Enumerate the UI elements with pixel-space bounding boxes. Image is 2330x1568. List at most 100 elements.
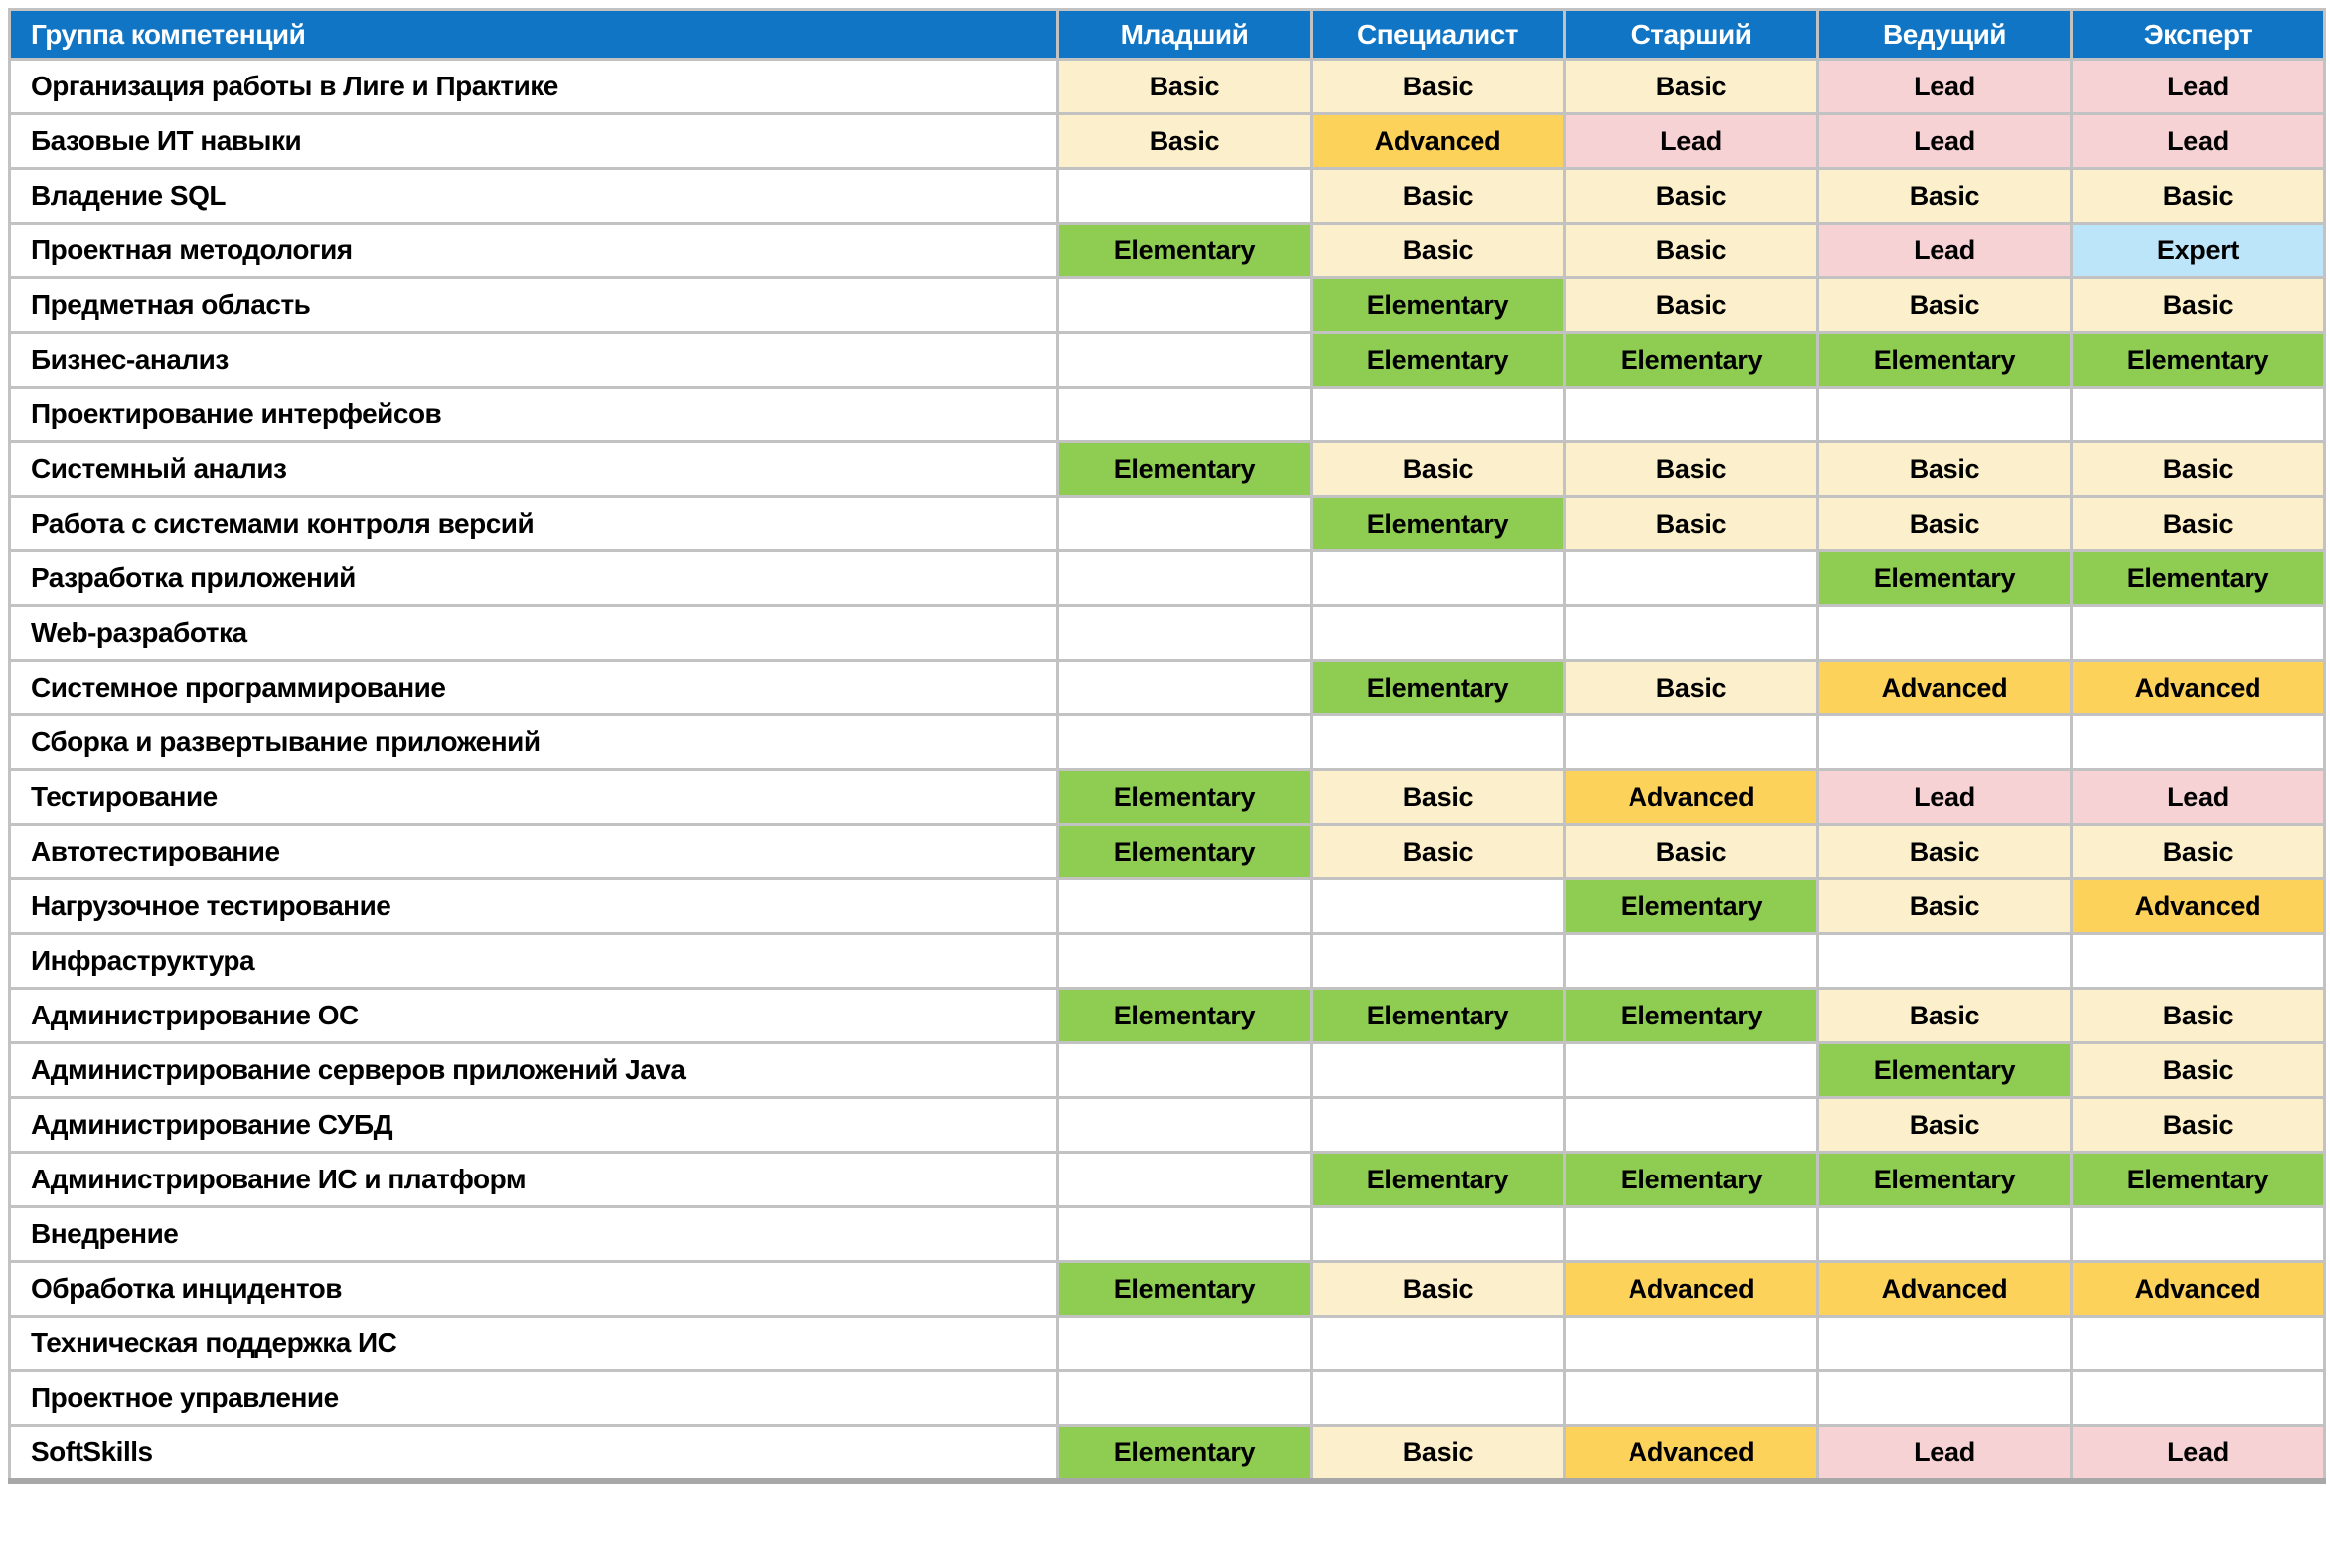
level-cell: Elementary [1816, 549, 2073, 607]
level-cell: Elementary [1056, 823, 1313, 880]
table-row: SoftSkills Elementary Basic Advanced Lead Lea… [8, 1424, 2326, 1482]
level-cell-empty [1563, 604, 1819, 662]
level-cell-empty [1056, 167, 1313, 225]
level-cell-empty [1056, 276, 1313, 334]
level-cell: Basic [2070, 1041, 2326, 1099]
level-cell-empty [2070, 1205, 2326, 1263]
level-cell: Lead [1816, 1424, 2073, 1482]
competency-label: Предметная область [8, 276, 1059, 334]
competency-label: Работа с системами контроля версий [8, 495, 1059, 552]
level-cell: Elementary [2070, 1151, 2326, 1208]
level-cell-empty [1056, 386, 1313, 443]
level-cell: Basic [1563, 495, 1819, 552]
table-row: Администрирование СУБД Basic Basic [8, 1096, 2326, 1154]
level-cell: Basic [2070, 987, 2326, 1044]
level-cell: Basic [1816, 167, 2073, 225]
level-cell-empty [1056, 1096, 1313, 1154]
level-cell: Elementary [1563, 877, 1819, 935]
level-cell-empty [1310, 1205, 1566, 1263]
level-cell-empty [1816, 604, 2073, 662]
table-row: Организация работы в Лиге и Практике Basi… [8, 58, 2326, 115]
competency-label: Бизнес-анализ [8, 331, 1059, 389]
level-cell-empty [1563, 386, 1819, 443]
level-cell: Elementary [1816, 1041, 2073, 1099]
competency-label: Автотестирование [8, 823, 1059, 880]
level-cell: Basic [1563, 440, 1819, 498]
column-header-junior: Младший [1056, 8, 1313, 61]
level-cell-empty [1816, 1205, 2073, 1263]
table-row: Бизнес-анализ Elementary Elementary Element… [8, 331, 2326, 389]
level-cell: Basic [1563, 167, 1819, 225]
level-cell-empty [1056, 877, 1313, 935]
level-cell: Advanced [2070, 1260, 2326, 1318]
level-cell-empty [1056, 549, 1313, 607]
level-cell: Basic [1056, 112, 1313, 170]
competency-label: Тестирование [8, 768, 1059, 826]
table-row: Тестирование Elementary Basic Advanced Lead L… [8, 768, 2326, 826]
level-cell-empty [1816, 932, 2073, 990]
level-cell: Basic [2070, 276, 2326, 334]
level-cell: Advanced [1816, 659, 2073, 716]
level-cell: Advanced [1310, 112, 1566, 170]
level-cell: Elementary [1056, 768, 1313, 826]
column-header-expert: Эксперт [2070, 8, 2326, 61]
level-cell-empty [1310, 713, 1566, 771]
level-cell: Basic [2070, 823, 2326, 880]
level-cell: Basic [2070, 1096, 2326, 1154]
level-cell: Lead [1816, 768, 2073, 826]
level-cell: Basic [1816, 823, 2073, 880]
table-row: Проектная методология Elementary Basic Basi… [8, 222, 2326, 279]
level-cell-empty [2070, 932, 2326, 990]
level-cell: Basic [1310, 823, 1566, 880]
table-row: Системное программирование Elementary Basi… [8, 659, 2326, 716]
level-cell: Elementary [1056, 440, 1313, 498]
level-cell-empty [1056, 1369, 1313, 1427]
level-cell: Basic [1310, 222, 1566, 279]
table-row: Сборка и развертывание приложений [8, 713, 2326, 771]
level-cell-empty [1056, 659, 1313, 716]
level-cell: Elementary [2070, 331, 2326, 389]
level-cell: Advanced [1563, 768, 1819, 826]
level-cell: Lead [1816, 58, 2073, 115]
competency-label: Организация работы в Лиге и Практике [8, 58, 1059, 115]
table-row: Инфраструктура [8, 932, 2326, 990]
level-cell: Advanced [2070, 877, 2326, 935]
table-row: Разработка приложений Elementary Elementar… [8, 549, 2326, 607]
level-cell-empty [1056, 932, 1313, 990]
table-row: Базовые ИТ навыки Basic Advanced Lead Lead Le… [8, 112, 2326, 170]
competency-label: Web-разработка [8, 604, 1059, 662]
level-cell-empty [1816, 1369, 2073, 1427]
level-cell-empty [1310, 1041, 1566, 1099]
level-cell-empty [1310, 1096, 1566, 1154]
level-cell-empty [1563, 1041, 1819, 1099]
level-cell: Elementary [2070, 549, 2326, 607]
level-cell-empty [1056, 331, 1313, 389]
level-cell: Basic [1563, 823, 1819, 880]
table-row: Администрирование серверов приложений Ja… [8, 1041, 2326, 1099]
level-cell: Advanced [1563, 1260, 1819, 1318]
level-cell: Basic [1310, 1424, 1566, 1482]
level-cell: Lead [2070, 1424, 2326, 1482]
level-cell: Basic [2070, 440, 2326, 498]
competency-label: Проектирование интерфейсов [8, 386, 1059, 443]
level-cell-empty [1056, 604, 1313, 662]
level-cell: Advanced [1563, 1424, 1819, 1482]
level-cell: Lead [1563, 112, 1819, 170]
level-cell: Basic [2070, 167, 2326, 225]
level-cell-empty [1310, 549, 1566, 607]
column-header-specialist: Специалист [1310, 8, 1566, 61]
level-cell: Lead [2070, 58, 2326, 115]
level-cell: Elementary [1310, 495, 1566, 552]
level-cell-empty [1056, 1041, 1313, 1099]
table-row: Владение SQL Basic Basic Basic Basic [8, 167, 2326, 225]
level-cell-empty [2070, 604, 2326, 662]
level-cell: Basic [1563, 222, 1819, 279]
competency-label: Внедрение [8, 1205, 1059, 1263]
level-cell: Basic [1310, 58, 1566, 115]
matrix-body: Организация работы в Лиге и Практике Basi… [8, 58, 2326, 1482]
level-cell-empty [1563, 713, 1819, 771]
level-cell: Basic [1816, 495, 2073, 552]
level-cell-empty [2070, 713, 2326, 771]
level-cell-empty [1563, 1205, 1819, 1263]
